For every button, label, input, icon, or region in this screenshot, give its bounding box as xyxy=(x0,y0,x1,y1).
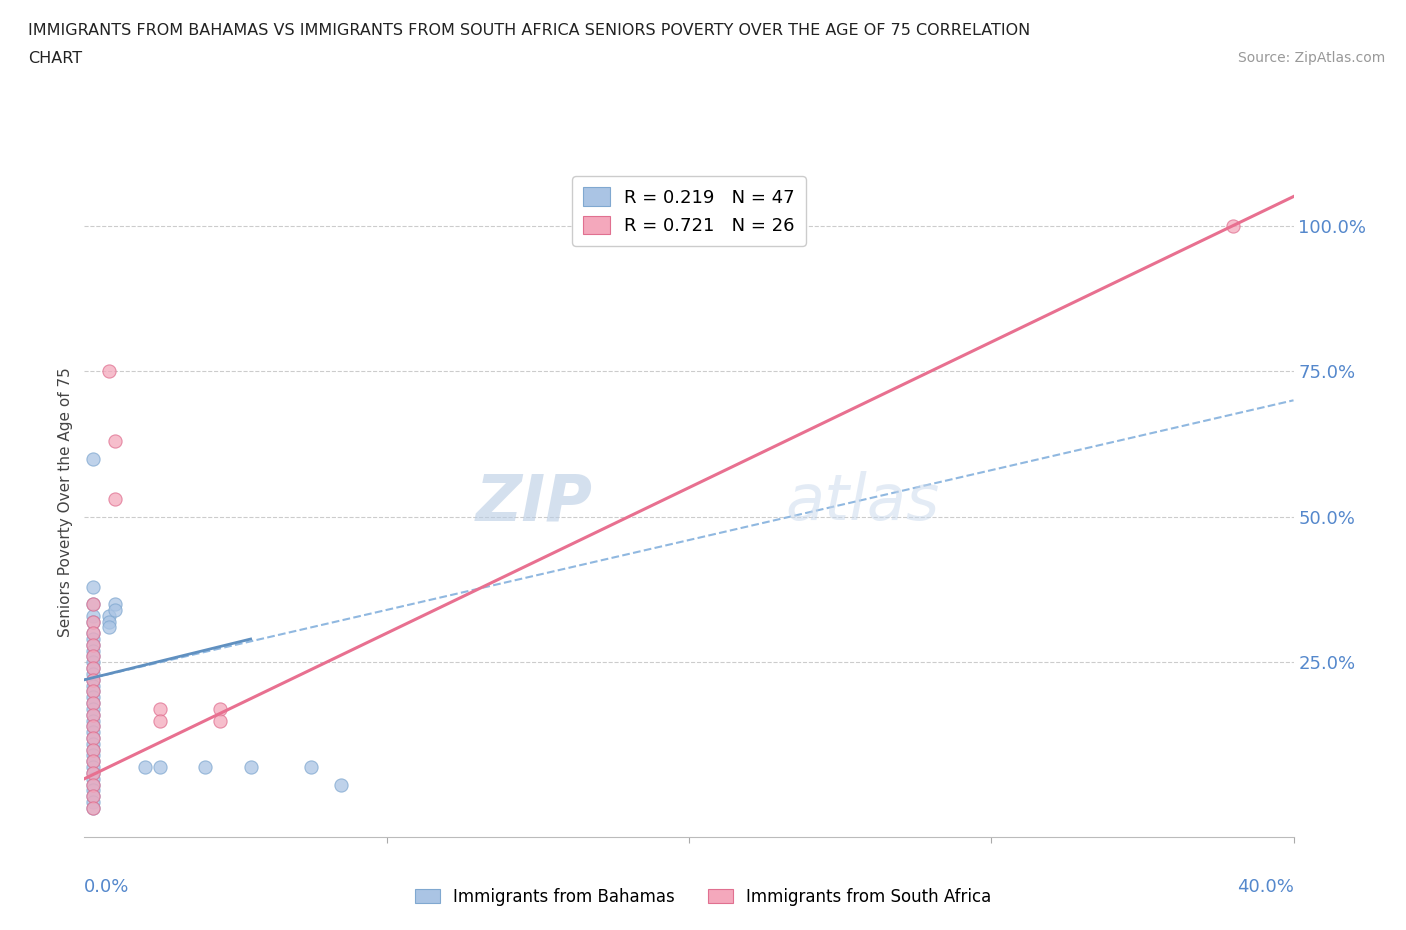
Text: atlas: atlas xyxy=(786,472,941,533)
Point xyxy=(82,644,104,658)
Point xyxy=(194,760,217,775)
Point xyxy=(82,608,104,623)
Point xyxy=(82,649,104,664)
Point xyxy=(82,690,104,705)
Y-axis label: Seniors Poverty Over the Age of 75: Seniors Poverty Over the Age of 75 xyxy=(58,367,73,637)
Point xyxy=(82,684,104,698)
Point xyxy=(82,667,104,682)
Point xyxy=(82,672,104,687)
Point xyxy=(82,801,104,816)
Point xyxy=(82,754,104,769)
Point xyxy=(82,649,104,664)
Point xyxy=(1222,219,1244,233)
Point xyxy=(82,631,104,646)
Point xyxy=(82,760,104,775)
Point xyxy=(82,801,104,816)
Point xyxy=(82,777,104,792)
Point xyxy=(82,789,104,804)
Point xyxy=(209,701,232,716)
Text: 0.0%: 0.0% xyxy=(84,878,129,896)
Point xyxy=(82,794,104,809)
Point xyxy=(82,701,104,716)
Point xyxy=(134,760,156,775)
Point xyxy=(104,603,127,618)
Point xyxy=(82,579,104,594)
Point xyxy=(82,696,104,711)
Legend: Immigrants from Bahamas, Immigrants from South Africa: Immigrants from Bahamas, Immigrants from… xyxy=(408,881,998,912)
Point xyxy=(82,451,104,466)
Text: CHART: CHART xyxy=(28,51,82,66)
Point xyxy=(97,620,120,635)
Point xyxy=(97,614,120,629)
Point xyxy=(82,684,104,698)
Point xyxy=(239,760,262,775)
Point xyxy=(82,626,104,641)
Point xyxy=(82,765,104,780)
Point xyxy=(82,783,104,798)
Point xyxy=(97,608,120,623)
Point xyxy=(299,760,322,775)
Point xyxy=(82,742,104,757)
Text: ZIP: ZIP xyxy=(475,472,592,533)
Point xyxy=(82,724,104,739)
Point xyxy=(104,433,127,448)
Point xyxy=(82,626,104,641)
Point xyxy=(82,708,104,723)
Point xyxy=(82,771,104,786)
Point xyxy=(82,748,104,763)
Point xyxy=(149,713,172,728)
Point xyxy=(82,708,104,723)
Point xyxy=(82,777,104,792)
Point xyxy=(82,637,104,652)
Point xyxy=(82,660,104,675)
Point xyxy=(82,719,104,734)
Point xyxy=(82,789,104,804)
Point xyxy=(82,737,104,751)
Point xyxy=(104,492,127,507)
Point xyxy=(82,655,104,670)
Point xyxy=(82,754,104,769)
Point xyxy=(82,719,104,734)
Point xyxy=(149,760,172,775)
Point xyxy=(82,660,104,675)
Point xyxy=(82,597,104,612)
Text: IMMIGRANTS FROM BAHAMAS VS IMMIGRANTS FROM SOUTH AFRICA SENIORS POVERTY OVER THE: IMMIGRANTS FROM BAHAMAS VS IMMIGRANTS FR… xyxy=(28,23,1031,38)
Point xyxy=(149,701,172,716)
Point xyxy=(330,777,353,792)
Point xyxy=(82,713,104,728)
Text: Source: ZipAtlas.com: Source: ZipAtlas.com xyxy=(1237,51,1385,65)
Point xyxy=(82,672,104,687)
Point xyxy=(209,713,232,728)
Legend: R = 0.219   N = 47, R = 0.721   N = 26: R = 0.219 N = 47, R = 0.721 N = 26 xyxy=(572,177,806,246)
Point xyxy=(82,765,104,780)
Point xyxy=(82,597,104,612)
Point xyxy=(82,696,104,711)
Point xyxy=(82,731,104,746)
Point xyxy=(82,678,104,693)
Text: 40.0%: 40.0% xyxy=(1237,878,1294,896)
Point xyxy=(97,364,120,379)
Point xyxy=(104,597,127,612)
Point xyxy=(82,614,104,629)
Point xyxy=(82,614,104,629)
Point xyxy=(82,637,104,652)
Point xyxy=(82,742,104,757)
Point xyxy=(82,731,104,746)
